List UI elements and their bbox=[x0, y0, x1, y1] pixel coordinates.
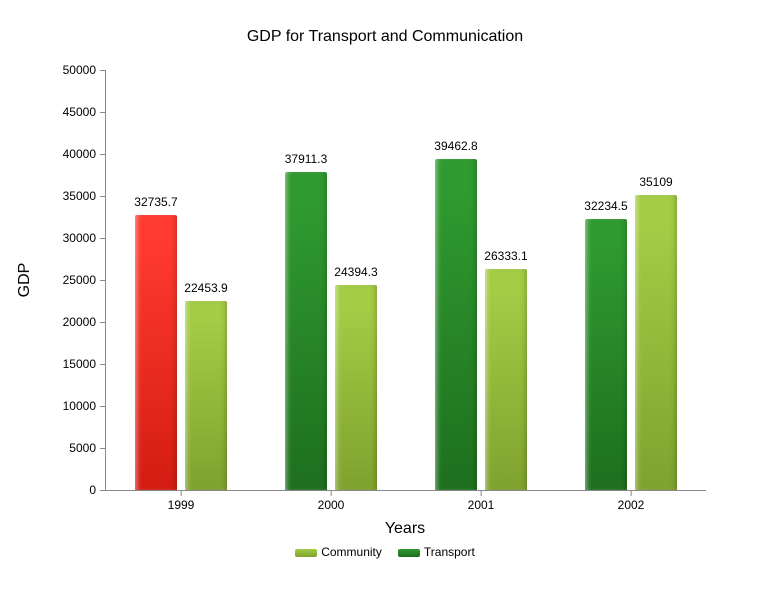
x-tick: 2002 bbox=[618, 498, 645, 512]
bar bbox=[435, 159, 477, 490]
legend-swatch bbox=[398, 549, 420, 557]
x-tick: 2001 bbox=[468, 498, 495, 512]
legend-label: Community bbox=[321, 545, 382, 559]
bar bbox=[285, 172, 327, 490]
bar-value-label: 32234.5 bbox=[566, 199, 646, 213]
y-tick: 0 bbox=[46, 483, 96, 497]
bar bbox=[185, 301, 227, 490]
y-tick: 50000 bbox=[46, 63, 96, 77]
bar bbox=[135, 215, 177, 490]
y-tick: 30000 bbox=[46, 231, 96, 245]
x-tick: 1999 bbox=[168, 498, 195, 512]
y-tick: 45000 bbox=[46, 105, 96, 119]
plot-area: 0500010000150002000025000300003500040000… bbox=[105, 70, 706, 491]
legend: Community Transport bbox=[0, 545, 770, 559]
legend-swatch bbox=[295, 549, 317, 557]
y-tick: 15000 bbox=[46, 357, 96, 371]
bar bbox=[485, 269, 527, 490]
y-tick: 5000 bbox=[46, 441, 96, 455]
x-tick: 2000 bbox=[318, 498, 345, 512]
y-tick: 25000 bbox=[46, 273, 96, 287]
bar-value-label: 24394.3 bbox=[316, 265, 396, 279]
y-tick: 40000 bbox=[46, 147, 96, 161]
bar bbox=[635, 195, 677, 490]
bar-value-label: 32735.7 bbox=[116, 195, 196, 209]
bar bbox=[335, 285, 377, 490]
y-tick: 20000 bbox=[46, 315, 96, 329]
y-axis-label: GDP bbox=[16, 263, 34, 298]
bar-value-label: 22453.9 bbox=[166, 281, 246, 295]
y-tick: 10000 bbox=[46, 399, 96, 413]
x-axis-label: Years bbox=[105, 520, 705, 538]
chart-container: GDP for Transport and Communication GDP … bbox=[0, 0, 770, 593]
bar-value-label: 39462.8 bbox=[416, 139, 496, 153]
bar-value-label: 37911.3 bbox=[266, 152, 346, 166]
legend-label: Transport bbox=[424, 545, 475, 559]
legend-item: Community bbox=[295, 545, 382, 559]
bar bbox=[585, 219, 627, 490]
chart-title: GDP for Transport and Communication bbox=[0, 28, 770, 46]
bar-value-label: 35109 bbox=[616, 175, 696, 189]
y-tick: 35000 bbox=[46, 189, 96, 203]
legend-item: Transport bbox=[398, 545, 475, 559]
bar-value-label: 26333.1 bbox=[466, 249, 546, 263]
